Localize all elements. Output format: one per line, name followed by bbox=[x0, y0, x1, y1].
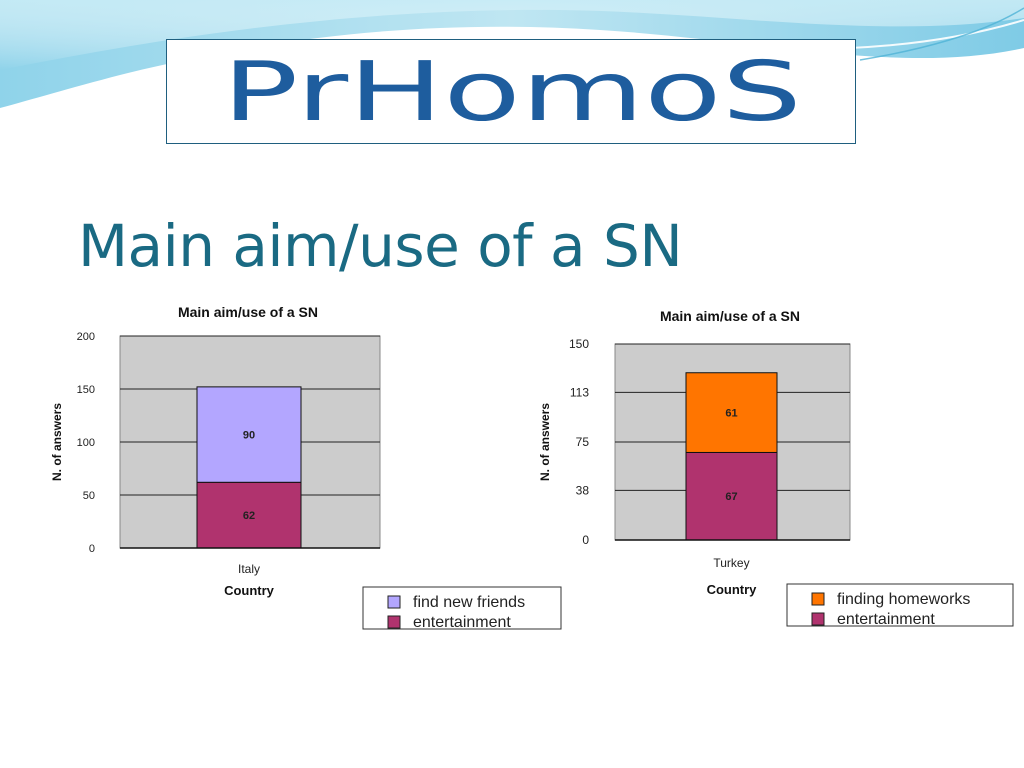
y-tick-label: 50 bbox=[83, 490, 95, 502]
top-wave-highlight bbox=[0, 0, 1024, 70]
legend-label: finding homeworks bbox=[837, 591, 970, 608]
slide-title: Main aim/use of a SN bbox=[78, 212, 683, 280]
x-axis-label: Country bbox=[707, 582, 758, 597]
legend-swatch bbox=[811, 592, 825, 606]
legend-label: find new friends bbox=[413, 594, 525, 611]
legend-swatch bbox=[387, 615, 401, 629]
y-axis-label: N. of answers bbox=[538, 403, 552, 481]
y-axis-label: N. of answers bbox=[50, 403, 64, 481]
logo-frame: PrHomoS bbox=[166, 39, 856, 144]
y-tick-label: 75 bbox=[576, 435, 590, 449]
legend-label: entertainment bbox=[837, 611, 935, 628]
legend-label: entertainment bbox=[413, 614, 511, 631]
y-tick-label: 150 bbox=[77, 384, 95, 396]
chart-title: Main aim/use of a SN bbox=[178, 304, 318, 320]
bar-segment bbox=[685, 372, 778, 453]
data-label: 67 bbox=[725, 491, 737, 503]
x-tick-label: Turkey bbox=[713, 556, 749, 570]
bar-segment bbox=[196, 386, 302, 483]
y-tick-label: 38 bbox=[576, 483, 590, 497]
bar-segment bbox=[685, 451, 778, 541]
y-tick-label: 150 bbox=[569, 337, 589, 351]
data-label: 90 bbox=[243, 430, 255, 442]
chart-title: Main aim/use of a SN bbox=[660, 308, 800, 324]
prhomos-logo: PrHomoS bbox=[222, 45, 802, 140]
y-tick-label: 200 bbox=[77, 331, 95, 343]
top-wave-line bbox=[859, 7, 1024, 61]
data-label: 61 bbox=[725, 408, 737, 420]
logo-text: PrHomoS bbox=[222, 45, 802, 140]
y-tick-label: 0 bbox=[582, 533, 589, 547]
y-tick-label: 0 bbox=[89, 543, 95, 555]
data-label: 62 bbox=[243, 510, 255, 522]
y-tick-label: 113 bbox=[570, 385, 589, 399]
legend-box bbox=[786, 583, 1014, 627]
x-tick-label: Italy bbox=[238, 562, 260, 576]
x-axis-label: Country bbox=[224, 583, 275, 598]
y-tick-label: 100 bbox=[77, 437, 95, 449]
legend-swatch bbox=[387, 595, 401, 609]
legend-swatch bbox=[811, 612, 825, 626]
